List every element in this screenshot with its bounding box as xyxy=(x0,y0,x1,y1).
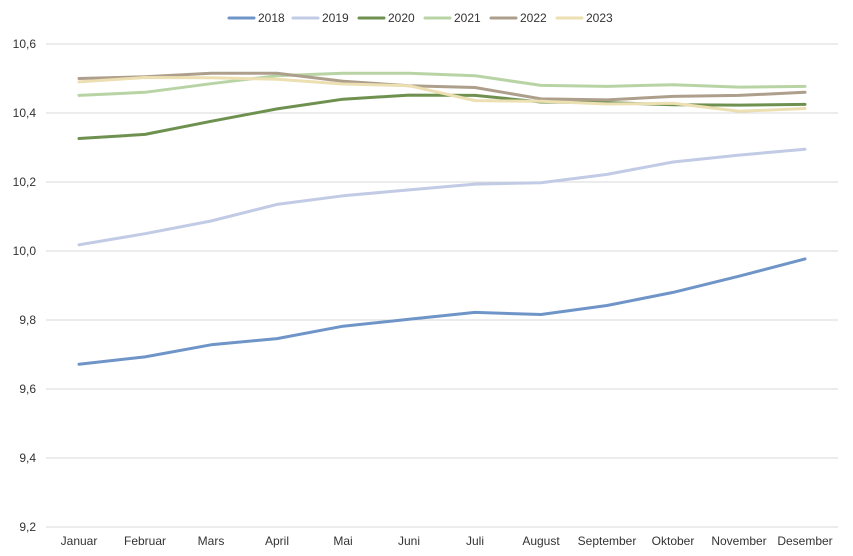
y-axis: 9,2 9,4 9,6 9,8 10,0 10,2 10,4 10,6 xyxy=(13,37,37,534)
legend-label: 2019 xyxy=(322,11,349,25)
x-tick-label: Februar xyxy=(124,534,166,548)
legend-item-2020: 2020 xyxy=(357,11,415,25)
series-line-2020 xyxy=(77,93,807,140)
legend-item-2021: 2021 xyxy=(423,11,481,25)
y-tick-label: 9,4 xyxy=(19,451,36,465)
series-line-2022 xyxy=(77,71,807,102)
y-tick-label: 10,0 xyxy=(13,244,37,258)
legend-item-2022: 2022 xyxy=(489,11,547,25)
legend-label: 2020 xyxy=(388,11,415,25)
x-tick-label: Juni xyxy=(398,534,420,548)
legend-item-2019: 2019 xyxy=(291,11,349,25)
x-tick-label: April xyxy=(265,534,289,548)
legend: 2018 2019 2020 2021 2022 2023 xyxy=(227,11,613,25)
x-tick-label: Juli xyxy=(466,534,484,548)
x-tick-label: Mars xyxy=(198,534,225,548)
y-tick-label: 9,2 xyxy=(19,520,36,534)
series-line-2021 xyxy=(77,71,807,97)
grid-lines xyxy=(46,43,838,528)
y-tick-label: 10,4 xyxy=(13,106,37,120)
y-tick-label: 10,2 xyxy=(13,175,37,189)
x-tick-label: Oktober xyxy=(652,534,695,548)
legend-label: 2021 xyxy=(454,11,481,25)
legend-label: 2018 xyxy=(258,11,285,25)
legend-item-2018: 2018 xyxy=(227,11,285,25)
x-tick-label: August xyxy=(522,534,560,548)
series-line-2023 xyxy=(77,76,807,113)
legend-label: 2022 xyxy=(520,11,547,25)
x-tick-label: Januar xyxy=(61,534,98,548)
x-tick-label: Mai xyxy=(333,534,352,548)
x-tick-label: September xyxy=(578,534,637,548)
legend-label: 2023 xyxy=(586,11,613,25)
x-axis: Januar Februar Mars April Mai Juni Juli August S… xyxy=(61,534,833,548)
series-lines xyxy=(77,71,807,366)
y-tick-label: 9,8 xyxy=(19,313,36,327)
y-tick-label: 10,6 xyxy=(13,37,37,51)
x-tick-label: Desember xyxy=(777,534,832,548)
x-tick-label: November xyxy=(711,534,766,548)
series-line-2018 xyxy=(77,257,807,366)
series-line-2019 xyxy=(77,147,807,247)
y-tick-label: 9,6 xyxy=(19,382,36,396)
legend-item-2023: 2023 xyxy=(555,11,613,25)
